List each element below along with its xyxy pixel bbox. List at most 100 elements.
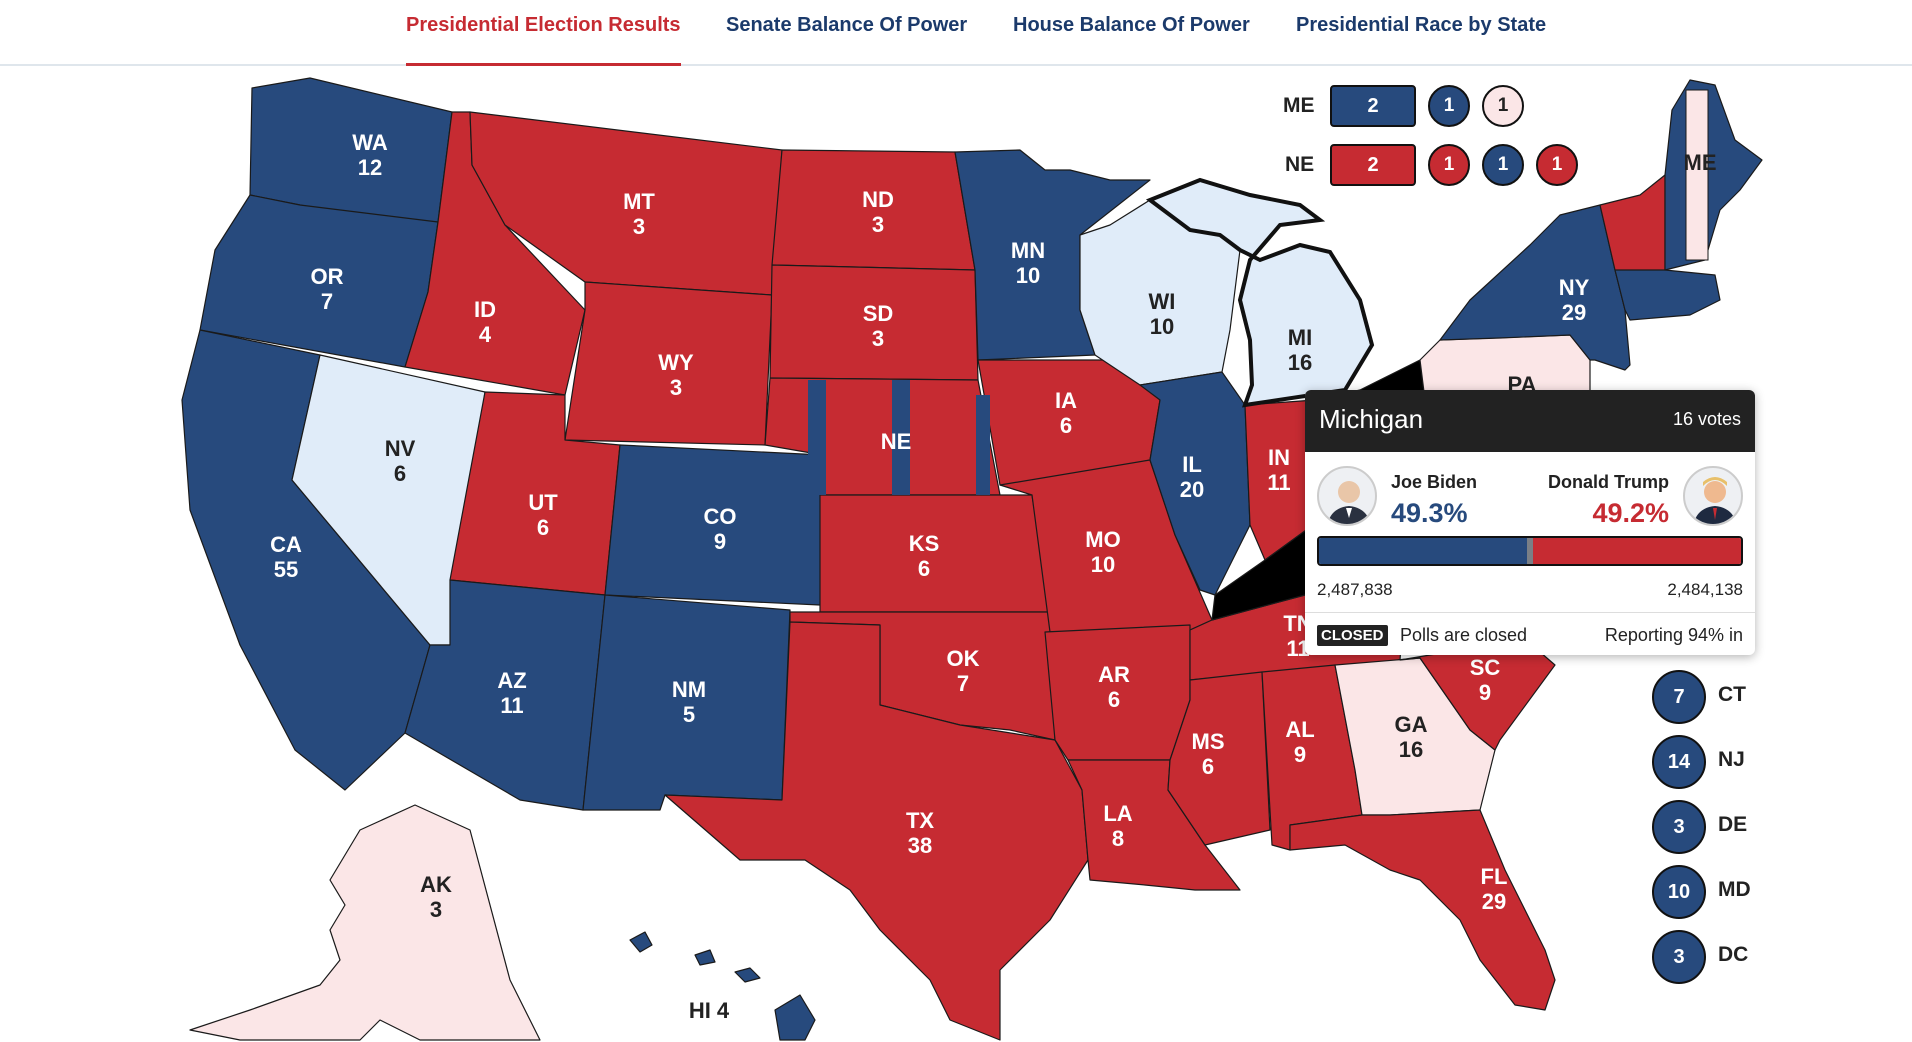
small-state-ct-ev: 7	[1652, 670, 1706, 724]
label-ND: ND 3	[862, 187, 894, 237]
label-KS: KS 6	[909, 531, 940, 581]
ne-stripe-1	[808, 380, 826, 495]
tooltip-electoral-votes: 16 votes	[1672, 409, 1741, 429]
label-HI: HI 4	[689, 998, 730, 1023]
small-state-md-label: MD	[1718, 878, 1751, 901]
dem-candidate-name: Joe Biden	[1391, 472, 1478, 492]
me-stripe	[1685, 89, 1709, 261]
label-MI: MI 16	[1288, 325, 1312, 375]
state-HI[interactable]	[774, 994, 816, 1041]
label-IA: IA 6	[1055, 388, 1077, 438]
small-state-dc-ev: 3	[1652, 930, 1706, 984]
rep-candidate-avatar	[1683, 466, 1743, 526]
dem-vote-count: 2,487,838	[1317, 580, 1393, 599]
label-AL: AL 9	[1285, 717, 1314, 767]
me-statewide-box[interactable]: 2	[1330, 85, 1416, 127]
state-results-tooltip: Michigan 16 votes Joe Biden 49.3% Donald…	[1305, 390, 1755, 655]
vote-share-bar-dem	[1319, 538, 1528, 564]
me-district-2[interactable]: 1	[1482, 85, 1524, 127]
small-state-nj-ev: 14	[1652, 735, 1706, 789]
label-OR: OR 7	[311, 264, 344, 314]
label-AR: AR 6	[1098, 662, 1130, 712]
ne-district-2[interactable]: 1	[1482, 144, 1524, 186]
rep-vote-count: 2,484,138	[1667, 580, 1743, 599]
label-SC: SC 9	[1470, 655, 1501, 705]
ne-district-1[interactable]: 1	[1428, 144, 1470, 186]
small-state-dc-label: DC	[1718, 943, 1749, 966]
label-IN: IN 11	[1267, 445, 1290, 495]
dem-candidate-percent: 49.3%	[1391, 498, 1468, 528]
state-WA[interactable]	[249, 77, 453, 223]
ne-stripe-3	[976, 395, 990, 495]
label-WI: WI 10	[1149, 289, 1176, 339]
state-WY[interactable]	[564, 281, 773, 446]
tooltip-divider	[1305, 612, 1755, 613]
tooltip-state-name: Michigan	[1319, 404, 1424, 434]
label-ME: ME	[1684, 150, 1717, 175]
label-MT: MT 3	[623, 189, 655, 239]
tab-presidential-race-by-state[interactable]: Presidential Race by State	[1296, 14, 1547, 36]
small-state-ct-label: CT	[1718, 683, 1746, 706]
state-NY[interactable]	[1439, 204, 1631, 371]
label-NY: NY 29	[1559, 275, 1590, 325]
ne-stripe-2	[892, 380, 910, 495]
ne-split-label: NE	[1285, 153, 1315, 176]
label-ID: ID 4	[474, 297, 496, 347]
small-state-de[interactable]: 3 DE	[1652, 800, 1802, 854]
reporting-percent: Reporting 94% in	[1604, 625, 1743, 645]
small-state-de-ev: 3	[1652, 800, 1706, 854]
label-GA: GA 16	[1395, 712, 1428, 762]
label-AZ: AZ 11	[497, 668, 526, 718]
state-ME[interactable]	[1664, 79, 1763, 271]
state-AK[interactable]	[189, 804, 541, 1041]
label-FL: FL 29	[1481, 864, 1508, 914]
ne-statewide-box[interactable]: 2	[1330, 144, 1416, 186]
me-district-1[interactable]: 1	[1428, 85, 1470, 127]
label-WY: WY 3	[658, 350, 694, 400]
state-FL[interactable]	[1289, 809, 1556, 1011]
state-TX[interactable]	[664, 621, 1089, 1041]
label-LA: LA 8	[1103, 801, 1132, 851]
state-MN[interactable]	[954, 149, 1151, 361]
dem-candidate-avatar	[1317, 466, 1377, 526]
small-state-md-ev: 10	[1652, 865, 1706, 919]
state-IL[interactable]	[1139, 371, 1251, 596]
small-state-ct[interactable]: 7 CT	[1652, 670, 1802, 724]
label-AK: AK 3	[420, 872, 452, 922]
label-OK: OK 7	[947, 646, 980, 696]
state-MA-region[interactable]	[1614, 269, 1721, 321]
label-TX: TX 38	[906, 808, 934, 858]
tab-house-balance-of-power[interactable]: House Balance Of Power	[1013, 14, 1250, 36]
polls-status-text: Polls are closed	[1400, 625, 1528, 645]
rep-candidate-percent: 49.2%	[1592, 498, 1669, 528]
me-split-label: ME	[1283, 94, 1315, 117]
state-HI-islands[interactable]	[629, 931, 761, 983]
small-state-dc[interactable]: 3 DC	[1652, 930, 1802, 984]
vote-share-bar-rep	[1533, 538, 1741, 564]
tooltip-header: Michigan 16 votes	[1305, 390, 1755, 452]
label-MS: MS 6	[1192, 729, 1225, 779]
ne-district-3[interactable]: 1	[1536, 144, 1578, 186]
label-MN: MN 10	[1011, 238, 1045, 288]
michigan-highlight-outline	[1145, 177, 1375, 408]
vote-share-bar-other	[1527, 538, 1534, 564]
state-WI[interactable]	[1079, 199, 1241, 386]
label-NE: NE	[881, 429, 912, 454]
tab-senate-balance-of-power[interactable]: Senate Balance Of Power	[726, 14, 968, 36]
label-MO: MO 10	[1085, 527, 1120, 577]
tab-presidential-election-results[interactable]: Presidential Election Results	[406, 14, 681, 66]
us-map: WA 12 OR 7 CA 55 NV 6 ID 4 MT 3 WY 3 UT 6 AZ 11 C…	[181, 77, 1763, 1041]
label-CA: CA 55	[270, 532, 302, 582]
rep-candidate-name: Donald Trump	[1548, 472, 1669, 492]
label-CO: CO 9	[704, 504, 737, 554]
label-NM: NM 5	[672, 677, 706, 727]
small-state-de-label: DE	[1718, 813, 1748, 836]
small-state-nj[interactable]: 14 NJ	[1652, 735, 1802, 789]
label-NV: NV 6	[385, 436, 416, 486]
label-SD: SD 3	[863, 301, 894, 351]
label-WA: WA 12	[352, 130, 388, 180]
small-state-md[interactable]: 10 MD	[1652, 865, 1802, 919]
top-nav: Presidential Election Results Senate Bal…	[0, 0, 1912, 66]
label-IL: IL 20	[1180, 452, 1204, 502]
label-UT: UT 6	[528, 490, 558, 540]
